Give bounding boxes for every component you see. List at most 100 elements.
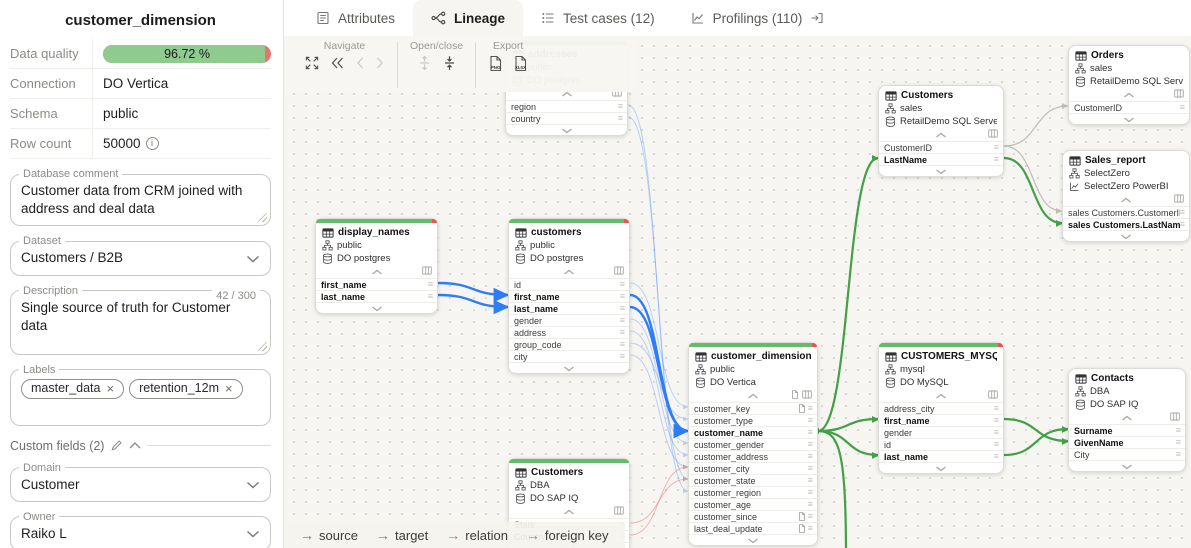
resize-handle-icon[interactable] [258,213,267,223]
row-menu-icon[interactable]: ≡ [993,451,999,461]
description-field[interactable]: Description 42 / 300 Single source of tr… [10,284,271,355]
lineage-node-customers_sales[interactable]: Customers sales RetailDemo SQL Server Cu… [878,85,1004,177]
column-row[interactable]: LastName ≡ [879,153,1003,165]
columns-icon[interactable] [1174,194,1184,203]
column-row[interactable]: first_name ≡ [879,414,1003,426]
pencil-icon[interactable] [110,439,123,452]
row-menu-icon[interactable]: ≡ [619,339,625,349]
column-row[interactable]: customer_age ≡ [689,498,817,510]
row-menu-icon[interactable]: ≡ [619,315,625,325]
column-row[interactable]: customer_since ≡ [689,510,817,522]
dataset-select[interactable]: Dataset Customers / B2B [10,235,271,276]
description-value[interactable]: Single source of truth for Customer data [21,299,231,333]
tab-profilings[interactable]: Profilings (110) [673,0,843,36]
column-row[interactable]: id ≡ [879,438,1003,450]
column-row[interactable]: sales Customers.CustomerID ≡ [1063,206,1189,218]
chevron-up-icon[interactable] [129,442,141,449]
row-menu-icon[interactable]: ≡ [1179,219,1185,229]
info-icon[interactable]: i [145,137,159,150]
row-menu-icon[interactable]: ≡ [807,403,813,413]
row-menu-icon[interactable]: ≡ [1179,207,1185,217]
column-row[interactable]: customer_type ≡ [689,414,817,426]
row-menu-icon[interactable]: ≡ [807,511,813,521]
open-all-icon[interactable] [417,55,432,71]
chevron-down-icon[interactable] [246,481,260,489]
row-menu-icon[interactable]: ≡ [619,279,625,289]
row-menu-icon[interactable]: ≡ [807,487,813,497]
row-menu-icon[interactable]: ≡ [617,101,623,111]
row-menu-icon[interactable]: ≡ [807,523,813,533]
column-row[interactable]: first_name ≡ [316,278,437,290]
row-menu-icon[interactable]: ≡ [807,427,813,437]
columns-icon[interactable] [614,506,624,515]
doc-icon[interactable] [791,390,799,399]
collapse-node-icon[interactable] [371,269,383,275]
columns-icon[interactable] [988,129,998,138]
collapse-node-icon[interactable] [563,509,575,515]
label-chip[interactable]: retention_12m × [129,378,243,399]
column-row[interactable]: sales Customers.LastName ≡ [1063,218,1189,230]
columns-icon[interactable] [802,390,812,399]
png-file-icon[interactable]: PNG [488,55,503,72]
tab-attributes[interactable]: Attributes [298,0,413,36]
collapse-node-icon[interactable] [1120,197,1132,203]
expand-node-icon[interactable] [561,128,573,134]
column-row[interactable]: City ≡ [1069,448,1185,460]
collapse-node-icon[interactable] [1121,415,1133,421]
expand-node-icon[interactable] [563,366,575,372]
chevron-down-icon[interactable] [246,255,260,263]
xlsx-file-icon[interactable]: XLSX [513,55,528,72]
expand-node-icon[interactable] [1121,464,1133,470]
column-row[interactable]: last_deal_update ≡ [689,522,817,534]
row-menu-icon[interactable]: ≡ [1175,437,1181,447]
expand-node-icon[interactable] [747,538,759,544]
column-row[interactable]: GivenName ≡ [1069,436,1185,448]
resize-handle-icon[interactable] [258,341,267,351]
lineage-node-display_names[interactable]: display_names public DO postgres first_n… [315,218,438,314]
domain-select[interactable]: Domain Customer [10,461,271,502]
lineage-node-orders[interactable]: Orders sales RetailDemo SQL Server Custo… [1068,45,1190,125]
row-menu-icon[interactable]: ≡ [1175,449,1181,459]
expand-node-icon[interactable] [1123,117,1135,123]
expand-node-icon[interactable] [935,466,947,472]
row-menu-icon[interactable]: ≡ [993,439,999,449]
row-menu-icon[interactable]: ≡ [619,327,625,337]
row-menu-icon[interactable]: ≡ [807,439,813,449]
row-menu-icon[interactable]: ≡ [807,475,813,485]
expand-node-icon[interactable] [935,169,947,175]
row-menu-icon[interactable]: ≡ [619,303,625,313]
labels-field[interactable]: Labels master_data × retention_12m × [10,363,271,426]
row-menu-icon[interactable]: ≡ [807,499,813,509]
chevron-down-icon[interactable] [246,530,260,538]
row-menu-icon[interactable]: ≡ [993,403,999,413]
expand-node-icon[interactable] [371,306,383,312]
column-row[interactable]: CustomerID ≡ [879,141,1003,153]
column-row[interactable]: first_name ≡ [509,290,629,302]
columns-icon[interactable] [1170,412,1180,421]
column-row[interactable]: last_name ≡ [316,290,437,302]
collapse-node-icon[interactable] [1123,92,1135,98]
columns-icon[interactable] [614,266,624,275]
lineage-node-customers_pg[interactable]: customers public DO postgres id ≡ first_na… [508,218,630,374]
row-menu-icon[interactable]: ≡ [1179,102,1185,112]
column-row[interactable]: customer_key ≡ [689,402,817,414]
row-menu-icon[interactable]: ≡ [619,291,625,301]
row-menu-icon[interactable]: ≡ [619,351,625,361]
lineage-node-customers_mysql[interactable]: CUSTOMERS_MYSQL mysql DO MySQL address_c… [878,342,1004,474]
columns-icon[interactable] [422,266,432,275]
collapse-node-icon[interactable] [561,91,573,97]
collapse-node-icon[interactable] [563,269,575,275]
column-row[interactable]: customer_state ≡ [689,474,817,486]
double-chevron-left-icon[interactable] [330,56,345,70]
column-row[interactable]: id ≡ [509,278,629,290]
column-row[interactable]: address ≡ [509,326,629,338]
column-row[interactable]: last_name ≡ [509,302,629,314]
label-chip[interactable]: master_data × [21,378,125,399]
collapse-node-icon[interactable] [935,132,947,138]
column-row[interactable]: customer_name ≡ [689,426,817,438]
remove-chip-icon[interactable]: × [225,380,233,396]
expand-node-icon[interactable] [1120,234,1132,240]
row-menu-icon[interactable]: ≡ [807,415,813,425]
row-menu-icon[interactable]: ≡ [1175,425,1181,435]
tab-test-cases[interactable]: Test cases (12) [523,0,673,36]
